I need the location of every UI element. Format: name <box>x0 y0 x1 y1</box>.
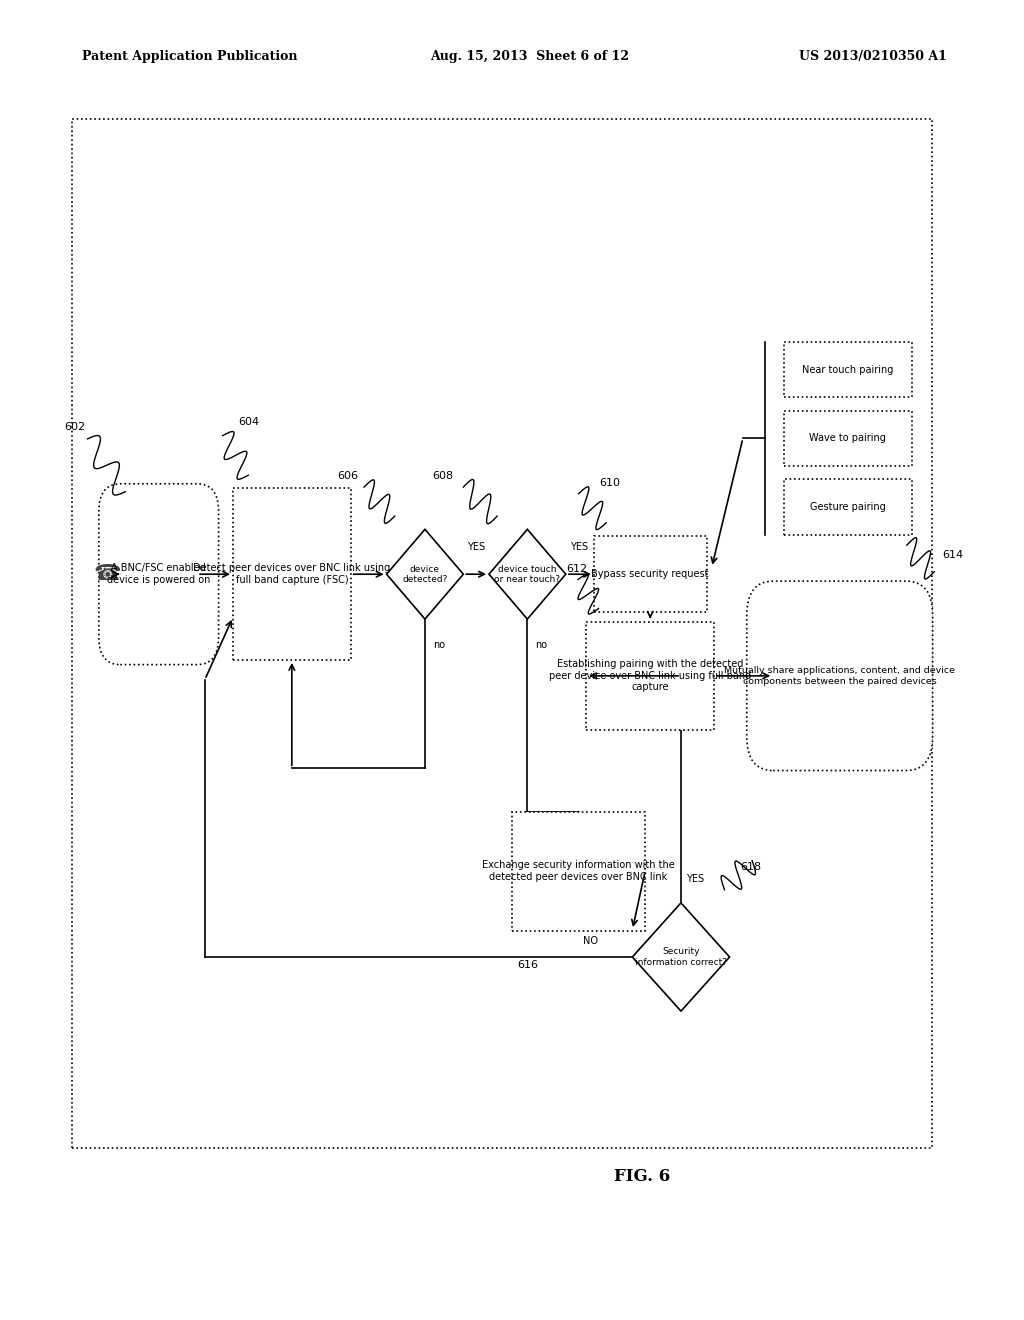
Text: 610: 610 <box>599 478 621 488</box>
Text: 618: 618 <box>739 862 761 873</box>
Text: 608: 608 <box>433 471 454 482</box>
Text: 606: 606 <box>338 471 358 482</box>
Text: device
detected?: device detected? <box>402 565 447 583</box>
Text: 616: 616 <box>517 960 539 970</box>
Text: Security
information correct?: Security information correct? <box>635 948 727 966</box>
Text: Establishing pairing with the detected
peer device over BNC link using full band: Establishing pairing with the detected p… <box>549 659 752 693</box>
Polygon shape <box>633 903 729 1011</box>
Text: Exchange security information with the
detected peer devices over BNC link: Exchange security information with the d… <box>482 861 675 882</box>
Bar <box>594 536 707 612</box>
Text: 602: 602 <box>63 421 85 432</box>
Polygon shape <box>387 529 463 619</box>
Text: Gesture pairing: Gesture pairing <box>810 502 886 512</box>
Text: no: no <box>433 640 445 651</box>
Text: no: no <box>536 640 548 651</box>
Text: ☎: ☎ <box>93 564 122 585</box>
Text: device touch
or near touch?: device touch or near touch? <box>495 565 560 583</box>
Bar <box>784 342 911 397</box>
Bar <box>586 622 715 730</box>
Text: US 2013/0210350 A1: US 2013/0210350 A1 <box>799 50 946 63</box>
Text: NO: NO <box>584 936 598 946</box>
Text: 604: 604 <box>238 417 259 428</box>
FancyBboxPatch shape <box>98 484 218 665</box>
Bar <box>512 812 645 931</box>
Bar <box>784 479 911 535</box>
Bar <box>784 411 911 466</box>
Text: Wave to pairing: Wave to pairing <box>809 433 887 444</box>
Text: A BNC/FSC enabled
device is powered on: A BNC/FSC enabled device is powered on <box>108 564 210 585</box>
Text: Aug. 15, 2013  Sheet 6 of 12: Aug. 15, 2013 Sheet 6 of 12 <box>430 50 629 63</box>
Text: YES: YES <box>686 874 705 884</box>
Text: FIG. 6: FIG. 6 <box>614 1168 671 1185</box>
Text: 612: 612 <box>565 564 587 574</box>
Text: Mutually share applications, content, and device
components between the paired d: Mutually share applications, content, an… <box>724 667 955 685</box>
Text: Bypass security request: Bypass security request <box>592 569 709 579</box>
Bar <box>232 488 350 660</box>
Text: YES: YES <box>569 543 588 553</box>
Polygon shape <box>489 529 565 619</box>
Text: 614: 614 <box>942 550 964 561</box>
Text: Near touch pairing: Near touch pairing <box>802 364 894 375</box>
Bar <box>72 119 932 1148</box>
Text: Patent Application Publication: Patent Application Publication <box>82 50 297 63</box>
FancyBboxPatch shape <box>746 581 933 771</box>
Text: Detect peer devices over BNC link using
full band capture (FSC): Detect peer devices over BNC link using … <box>194 564 390 585</box>
Text: YES: YES <box>467 543 485 553</box>
